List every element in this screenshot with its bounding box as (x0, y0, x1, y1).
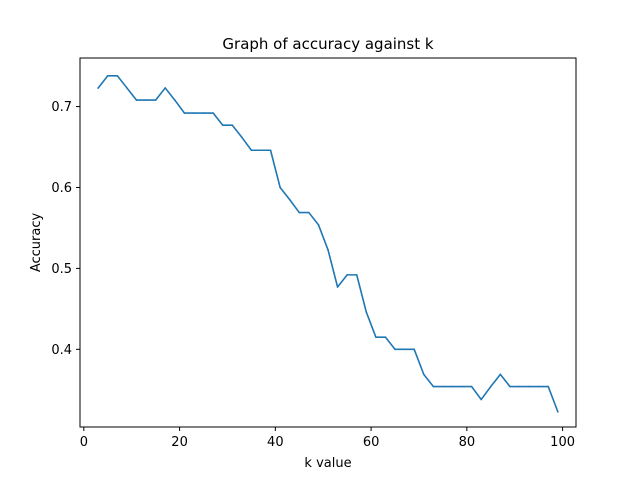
data-point (346, 274, 348, 276)
data-point (336, 286, 339, 288)
x-tick-label: 100 (550, 435, 575, 450)
data-point (241, 136, 243, 139)
data-point (394, 348, 396, 351)
x-tick-label: 60 (363, 435, 380, 450)
data-point (470, 385, 473, 388)
x-tick-label: 0 (80, 435, 88, 450)
y-tick-label: 0.4 (51, 343, 72, 358)
data-point (145, 99, 147, 101)
data-point (126, 87, 128, 89)
y-tick-label: 0.5 (51, 262, 72, 277)
data-point (403, 348, 406, 351)
data-point (327, 248, 329, 251)
data-point (279, 186, 281, 189)
data-point (355, 274, 358, 276)
data-point (164, 87, 167, 89)
x-tick-label: 40 (267, 435, 284, 450)
plot-frame (79, 57, 577, 428)
data-point (442, 385, 444, 388)
data-point (432, 385, 435, 388)
data-point (212, 112, 214, 114)
data-point (116, 75, 119, 77)
y-axis-label: Accuracy (29, 213, 44, 273)
data-point (413, 348, 415, 351)
data-point (557, 410, 559, 413)
data-point (499, 373, 502, 376)
axis-ticks: 0 20 40 60 80 100 0.4 0.5 0.6 0.7 (51, 100, 575, 450)
data-point (547, 385, 550, 388)
data-point (260, 149, 262, 152)
accuracy-series-line (97, 75, 559, 413)
y-tick-label: 0.6 (51, 181, 72, 196)
data-point (461, 385, 463, 388)
data-point (480, 398, 483, 401)
data-point (298, 211, 301, 214)
data-point (365, 311, 368, 313)
data-point (375, 336, 377, 338)
data-point (173, 99, 176, 101)
data-point (528, 385, 530, 388)
data-point (135, 99, 138, 101)
data-point (288, 198, 291, 201)
data-point (221, 124, 224, 126)
x-tick-label: 20 (171, 435, 188, 450)
x-tick-label: 80 (459, 435, 476, 450)
chart-title: Graph of accuracy against k (222, 35, 433, 53)
data-points (97, 75, 559, 413)
data-point (250, 149, 253, 152)
data-point (384, 336, 387, 338)
data-point (308, 211, 310, 214)
data-point (154, 99, 157, 101)
data-point (489, 385, 492, 388)
data-point (183, 112, 186, 114)
data-point (537, 385, 540, 388)
data-point (422, 373, 425, 376)
data-point (193, 112, 195, 114)
data-point (269, 149, 272, 152)
data-point (97, 87, 99, 89)
y-tick-label: 0.7 (51, 100, 72, 115)
data-point (231, 124, 234, 126)
x-axis-label: k value (304, 456, 351, 471)
data-point (202, 112, 205, 114)
data-point (106, 75, 109, 77)
data-point (317, 223, 320, 226)
data-point (451, 385, 454, 388)
data-point (509, 385, 511, 388)
data-point (518, 385, 521, 388)
